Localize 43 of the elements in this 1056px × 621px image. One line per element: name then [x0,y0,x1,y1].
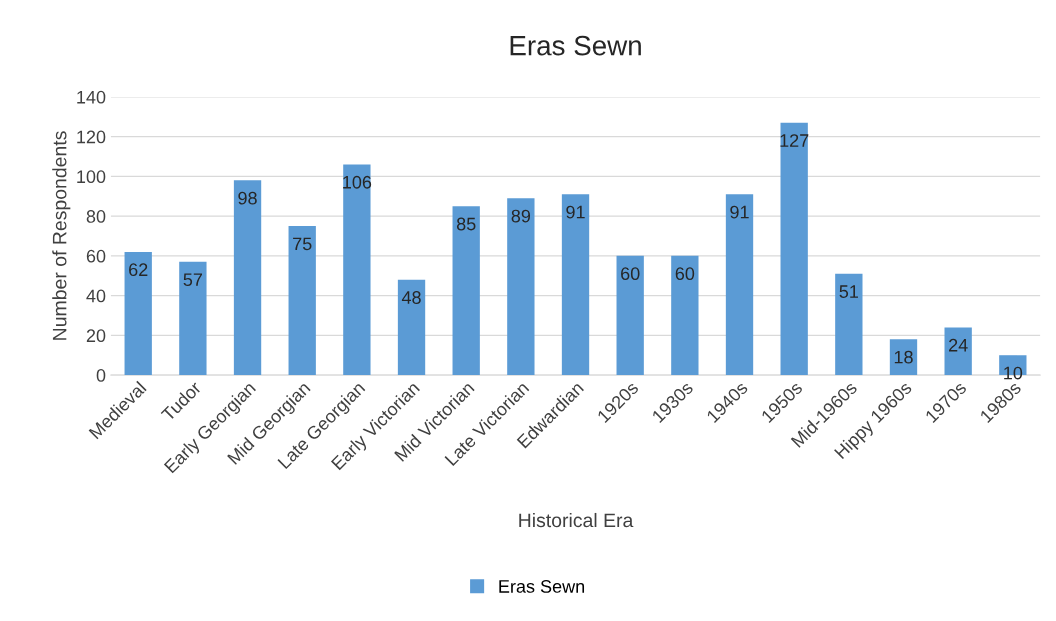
data-label: 48 [401,291,421,304]
y-tick-label: 60 [86,249,106,263]
y-tick-label: 140 [77,90,106,104]
y-tick-label: 100 [77,170,106,184]
bar [616,255,644,376]
bar [780,122,808,376]
bar [343,164,371,376]
y-axis-title: Number of Respondents [52,131,71,340]
chart-title: Eras Sewn [510,35,641,56]
bar [397,279,426,376]
data-label: 51 [839,285,858,298]
bar [835,273,863,376]
data-label: 60 [621,267,640,281]
bar [124,251,152,376]
y-tick-label: 80 [86,210,106,223]
y-tick-label: 120 [77,130,106,144]
data-label: 75 [293,237,312,251]
data-label: 89 [511,209,531,223]
data-label: 18 [894,350,913,364]
data-label: 106 [343,175,372,189]
bar [288,226,316,376]
bar [671,255,699,376]
data-label: 24 [949,338,968,352]
data-label: 60 [675,267,695,281]
data-label: 62 [129,263,148,277]
data-label: 91 [566,205,585,219]
data-label: 98 [238,191,257,205]
bar [889,339,918,376]
legend-label: Eras Sewn [499,580,585,593]
y-tick-label: 20 [86,329,106,343]
bar [452,206,480,376]
x-axis-title: Historical Era [519,512,634,528]
bar [179,261,207,376]
bar [561,194,590,376]
y-tick-label: 40 [86,289,106,303]
bar [507,198,535,376]
bar [725,194,754,376]
data-label: 85 [456,217,476,231]
bar [944,327,972,376]
data-label: 57 [183,273,203,287]
y-tick-label: 0 [96,369,106,382]
bar [233,180,262,376]
data-label: 91 [730,205,749,219]
